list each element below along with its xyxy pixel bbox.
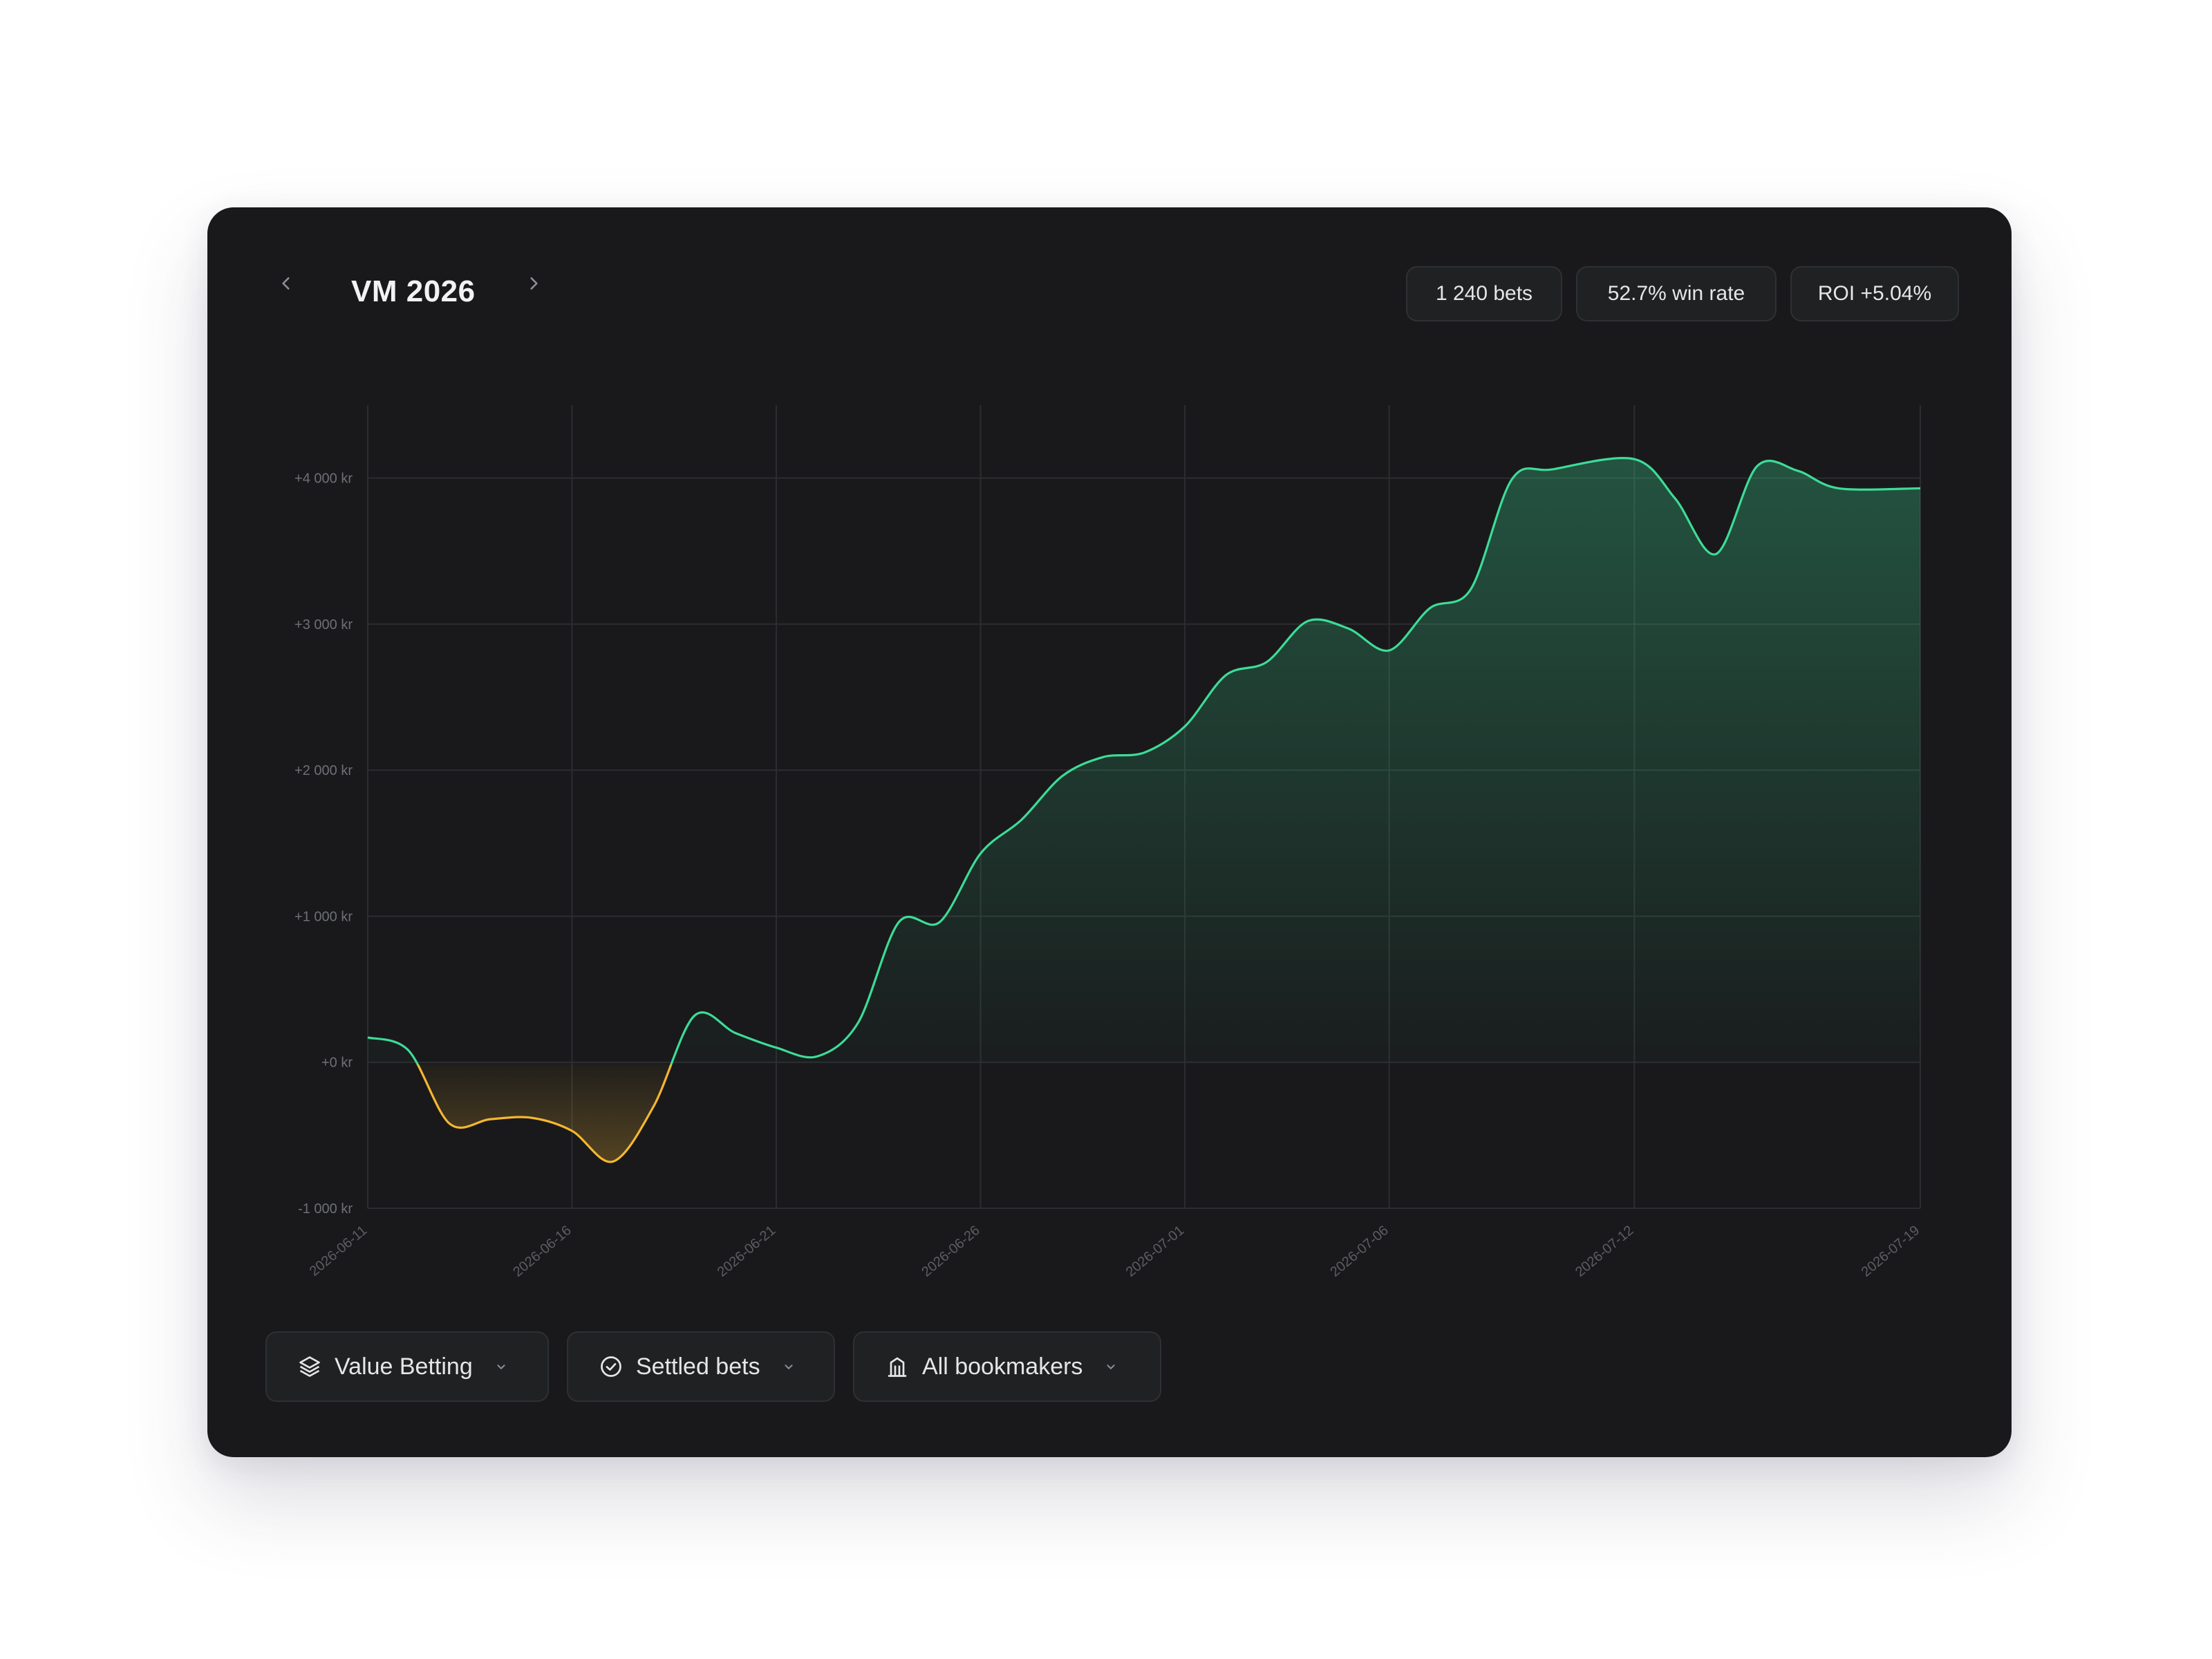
chevron-down-icon <box>1103 1359 1118 1374</box>
bets-count-badge: 1 240 bets <box>1406 266 1562 321</box>
x-tick-label: 2026-06-11 <box>307 1223 370 1280</box>
y-tick-label: +2 000 kr <box>294 763 353 778</box>
y-tick-label: +1 000 kr <box>294 909 353 924</box>
profit-area <box>368 458 1920 1065</box>
status-filter-label: Settled bets <box>636 1353 760 1380</box>
x-tick-label: 2026-07-19 <box>1859 1223 1923 1280</box>
chevron-right-icon <box>530 277 538 290</box>
chevron-down-icon <box>781 1359 796 1374</box>
check-circle-icon <box>599 1354 624 1379</box>
x-tick-label: 2026-06-16 <box>510 1223 574 1280</box>
bookmaker-filter-label: All bookmakers <box>922 1353 1083 1380</box>
y-tick-label: +3 000 kr <box>294 617 353 632</box>
roi-badge: ROI +5.04% <box>1790 266 1959 321</box>
x-tick-label: 2026-07-12 <box>1573 1223 1637 1280</box>
chevron-down-icon <box>494 1359 509 1374</box>
chevron-left-icon <box>282 277 290 290</box>
profit-line <box>367 456 1921 1065</box>
loss-area <box>418 1065 671 1162</box>
building-icon <box>885 1354 910 1379</box>
next-period-button[interactable] <box>517 267 550 300</box>
bookmaker-filter-dropdown[interactable]: All bookmakers <box>853 1331 1161 1402</box>
page-title: VM 2026 <box>351 274 476 308</box>
x-tick-label: 2026-06-21 <box>715 1223 779 1280</box>
y-tick-label: -1 000 kr <box>298 1201 353 1217</box>
y-tick-label: +4 000 kr <box>294 471 353 487</box>
previous-period-button[interactable] <box>270 267 303 300</box>
x-tick-label: 2026-06-26 <box>919 1223 983 1280</box>
strategy-filter-label: Value Betting <box>335 1353 473 1380</box>
win-rate-badge: 52.7% win rate <box>1576 266 1777 321</box>
loss-line <box>416 1065 673 1163</box>
x-tick-label: 2026-07-01 <box>1123 1223 1188 1280</box>
layers-icon <box>297 1354 322 1379</box>
strategy-filter-dropdown[interactable]: Value Betting <box>265 1331 549 1402</box>
y-tick-label: +0 kr <box>321 1056 353 1071</box>
x-tick-label: 2026-07-06 <box>1327 1223 1391 1280</box>
status-filter-dropdown[interactable]: Settled bets <box>567 1331 835 1402</box>
